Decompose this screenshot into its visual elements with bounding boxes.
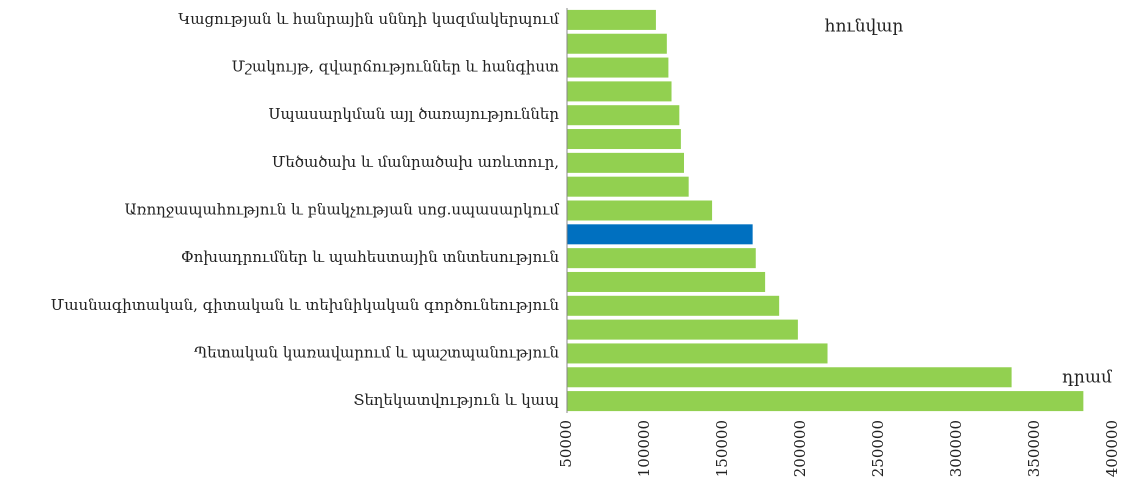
x-tick-label: 400000	[1103, 420, 1121, 477]
bar	[567, 105, 680, 126]
bar	[567, 295, 780, 316]
y-tick-label: Սպասարկման այլ ծառայություններ	[269, 105, 560, 123]
bar	[567, 81, 672, 102]
bar	[567, 152, 684, 173]
bar	[567, 271, 766, 292]
bar	[567, 200, 713, 221]
bar	[567, 129, 681, 150]
y-tick-label: Տեղեկատվություն և կապ	[353, 391, 559, 409]
x-tick-label: 150000	[713, 420, 731, 477]
bar	[567, 391, 1084, 412]
y-tick-label: Կացության և հանրային սննդի կազմակերպում	[178, 10, 559, 28]
annotation: հունվար	[825, 17, 904, 37]
annotation: դրամ	[1062, 368, 1113, 388]
bar	[567, 57, 669, 78]
x-tick-label: 50000	[557, 420, 575, 468]
x-tick-label: 350000	[1025, 420, 1043, 477]
bar	[567, 224, 753, 245]
x-tick-label: 250000	[869, 420, 887, 477]
bar	[567, 319, 798, 340]
x-tick-label: 100000	[635, 420, 653, 477]
y-tick-label: Փոխադրումներ և պահեստային տնտեսություն	[181, 248, 560, 266]
y-tick-label: Մշակույթ, զվարճություններ և հանգիստ	[232, 58, 559, 76]
y-tick-label: Մեծածախ և մանրածախ առևտուր,	[272, 153, 559, 171]
y-tick-label: Առողջապահություն և բնակչության սոց.սպասա…	[124, 201, 559, 219]
bar	[567, 367, 1012, 388]
bar	[567, 176, 689, 197]
y-tick-label: Պետական կառավարում և պաշտպանություն	[194, 343, 559, 361]
bar	[567, 33, 667, 54]
x-tick-label: 300000	[947, 420, 965, 477]
bar	[567, 9, 656, 30]
bar	[567, 248, 756, 269]
bar	[567, 343, 828, 364]
x-tick-label: 200000	[791, 420, 809, 477]
y-tick-label: Մասնագիտական, գիտական և տեխնիկական գործո…	[51, 296, 560, 314]
